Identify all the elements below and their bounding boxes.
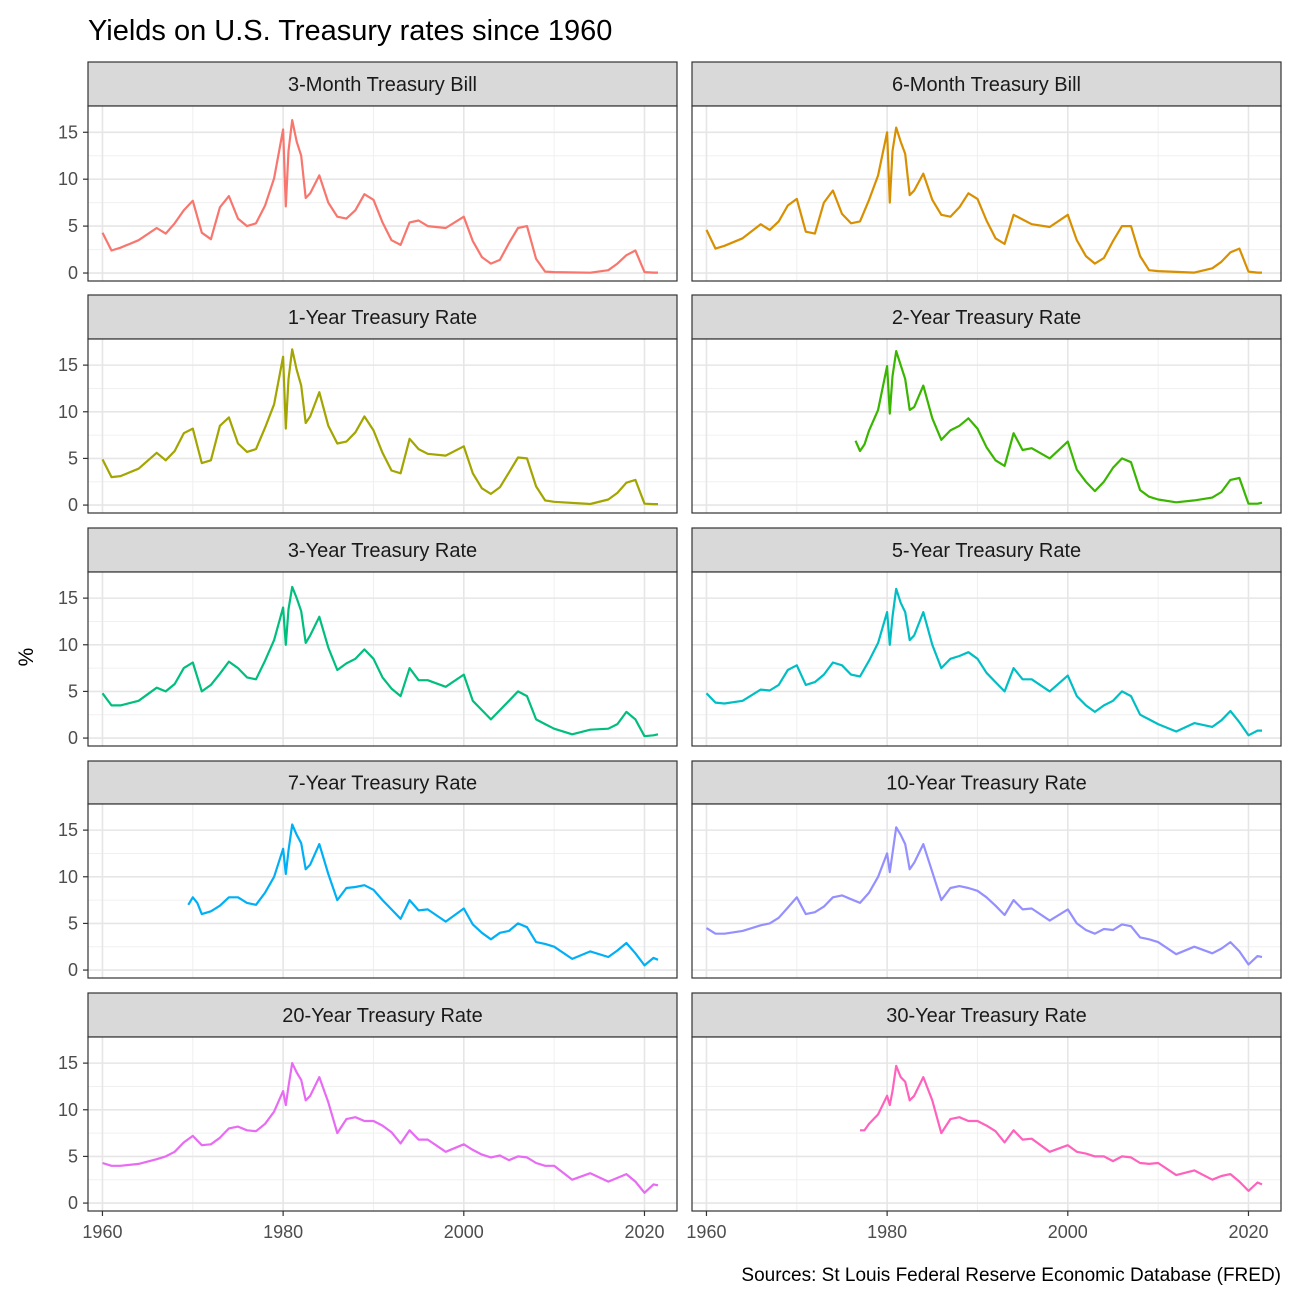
y-tick-label: 0: [68, 960, 78, 980]
y-tick-label: 5: [68, 216, 78, 236]
facet-strip-label: 5-Year Treasury Rate: [892, 540, 1081, 562]
facet-grid: 3-Month Treasury Bill 0 5 10 15 6-Month Treas…: [58, 61, 1282, 1242]
facet-strip: [691, 294, 1282, 340]
facet-strip: [691, 61, 1282, 107]
x-tick-label: 2000: [444, 1222, 484, 1242]
panel-border: [691, 338, 1282, 514]
chart-caption: Sources: St Louis Federal Reserve Econom…: [741, 1265, 1281, 1286]
y-tick-label: 10: [58, 867, 78, 887]
facet-strip-label: 1-Year Treasury Rate: [288, 307, 477, 329]
panel-background: [692, 339, 1281, 513]
y-tick-label: 5: [68, 681, 78, 701]
y-tick-label: 15: [58, 588, 78, 608]
facet-strip-label: 20-Year Treasury Rate: [282, 1005, 482, 1027]
y-tick-label: 10: [58, 402, 78, 422]
x-tick-label: 1960: [686, 1222, 726, 1242]
facet-strip: [691, 992, 1282, 1038]
y-tick-label: 0: [68, 263, 78, 283]
series-line: [102, 1061, 659, 1194]
x-tick-label: 2020: [624, 1222, 664, 1242]
facet-strip: [87, 527, 678, 573]
facet-panel: 3-Year Treasury Rate 0 5 10 15: [58, 527, 678, 748]
series-line: [705, 126, 1262, 274]
y-tick-label: 15: [58, 1053, 78, 1073]
y-tick-label: 15: [58, 820, 78, 840]
panel-border: [87, 338, 678, 514]
panel-border: [691, 803, 1282, 979]
y-tick-label: 10: [58, 1100, 78, 1120]
x-tick-label: 1980: [867, 1222, 907, 1242]
series-line: [101, 118, 658, 274]
facet-strip-label: 3-Year Treasury Rate: [288, 540, 477, 562]
x-tick-label: 1980: [263, 1222, 303, 1242]
y-tick-label: 0: [68, 495, 78, 515]
y-tick-label: 0: [68, 1193, 78, 1213]
facet-panel: 2-Year Treasury Rate: [691, 294, 1282, 514]
panel-border: [87, 1036, 678, 1212]
y-tick-label: 15: [58, 355, 78, 375]
y-tick-label: 10: [58, 635, 78, 655]
series-line: [854, 350, 1263, 505]
facet-panel: 7-Year Treasury Rate 0 5 10 15: [58, 760, 678, 980]
panel-background: [88, 572, 677, 746]
facet-panel: 1-Year Treasury Rate 0 5 10 15: [58, 294, 678, 515]
panel-border: [691, 105, 1282, 282]
y-tick-label: 0: [68, 728, 78, 748]
facet-panel: 3-Month Treasury Bill 0 5 10 15: [58, 61, 678, 283]
panel-border: [87, 571, 678, 747]
panel-border: [87, 105, 678, 282]
x-tick-label: 1960: [82, 1222, 122, 1242]
facet-strip-label: 3-Month Treasury Bill: [288, 74, 477, 96]
panel-background: [692, 106, 1281, 281]
facet-strip-label: 7-Year Treasury Rate: [288, 773, 477, 795]
facet-panel: 20-Year Treasury Rate 0 5 10 15 1960 1980 2000 2…: [58, 992, 678, 1242]
x-tick-label: 2000: [1048, 1222, 1088, 1242]
panel-background: [88, 106, 677, 281]
facet-panel: 10-Year Treasury Rate: [691, 760, 1282, 979]
y-axis-title: %: [15, 648, 38, 667]
x-tick-label: 2020: [1228, 1222, 1268, 1242]
facet-strip-label: 10-Year Treasury Rate: [886, 773, 1086, 795]
facet-panel: 6-Month Treasury Bill: [691, 61, 1282, 282]
facet-strip: [691, 527, 1282, 573]
panel-background: [88, 804, 677, 978]
panel-background: [692, 804, 1281, 978]
panel-background: [692, 572, 1281, 746]
y-tick-label: 5: [68, 913, 78, 933]
panel-background: [88, 339, 677, 513]
y-tick-label: 15: [58, 122, 78, 142]
panel-border: [691, 1036, 1282, 1212]
facet-panel: 30-Year Treasury Rate 1960 1980 2000 2020: [686, 992, 1282, 1242]
y-tick-label: 10: [58, 169, 78, 189]
series-line: [860, 1064, 1263, 1193]
facet-strip: [87, 992, 678, 1038]
series-line: [705, 826, 1263, 966]
facet-strip-label: 30-Year Treasury Rate: [886, 1005, 1086, 1027]
y-tick-label: 5: [68, 448, 78, 468]
panel-background: [88, 1037, 677, 1211]
panel-border: [691, 571, 1282, 747]
facet-strip: [87, 61, 678, 107]
chart-title: Yields on U.S. Treasury rates since 1960: [88, 15, 612, 47]
panel-border: [87, 803, 678, 979]
facet-strip-label: 2-Year Treasury Rate: [892, 307, 1081, 329]
panel-background: [692, 1037, 1281, 1211]
series-line: [705, 587, 1262, 737]
facet-strip: [87, 294, 678, 340]
facet-panel: 5-Year Treasury Rate: [691, 527, 1282, 747]
series-line: [187, 823, 659, 967]
series-line: [101, 348, 658, 506]
y-tick-label: 5: [68, 1146, 78, 1166]
facet-strip-label: 6-Month Treasury Bill: [892, 74, 1081, 96]
series-line: [101, 585, 659, 738]
